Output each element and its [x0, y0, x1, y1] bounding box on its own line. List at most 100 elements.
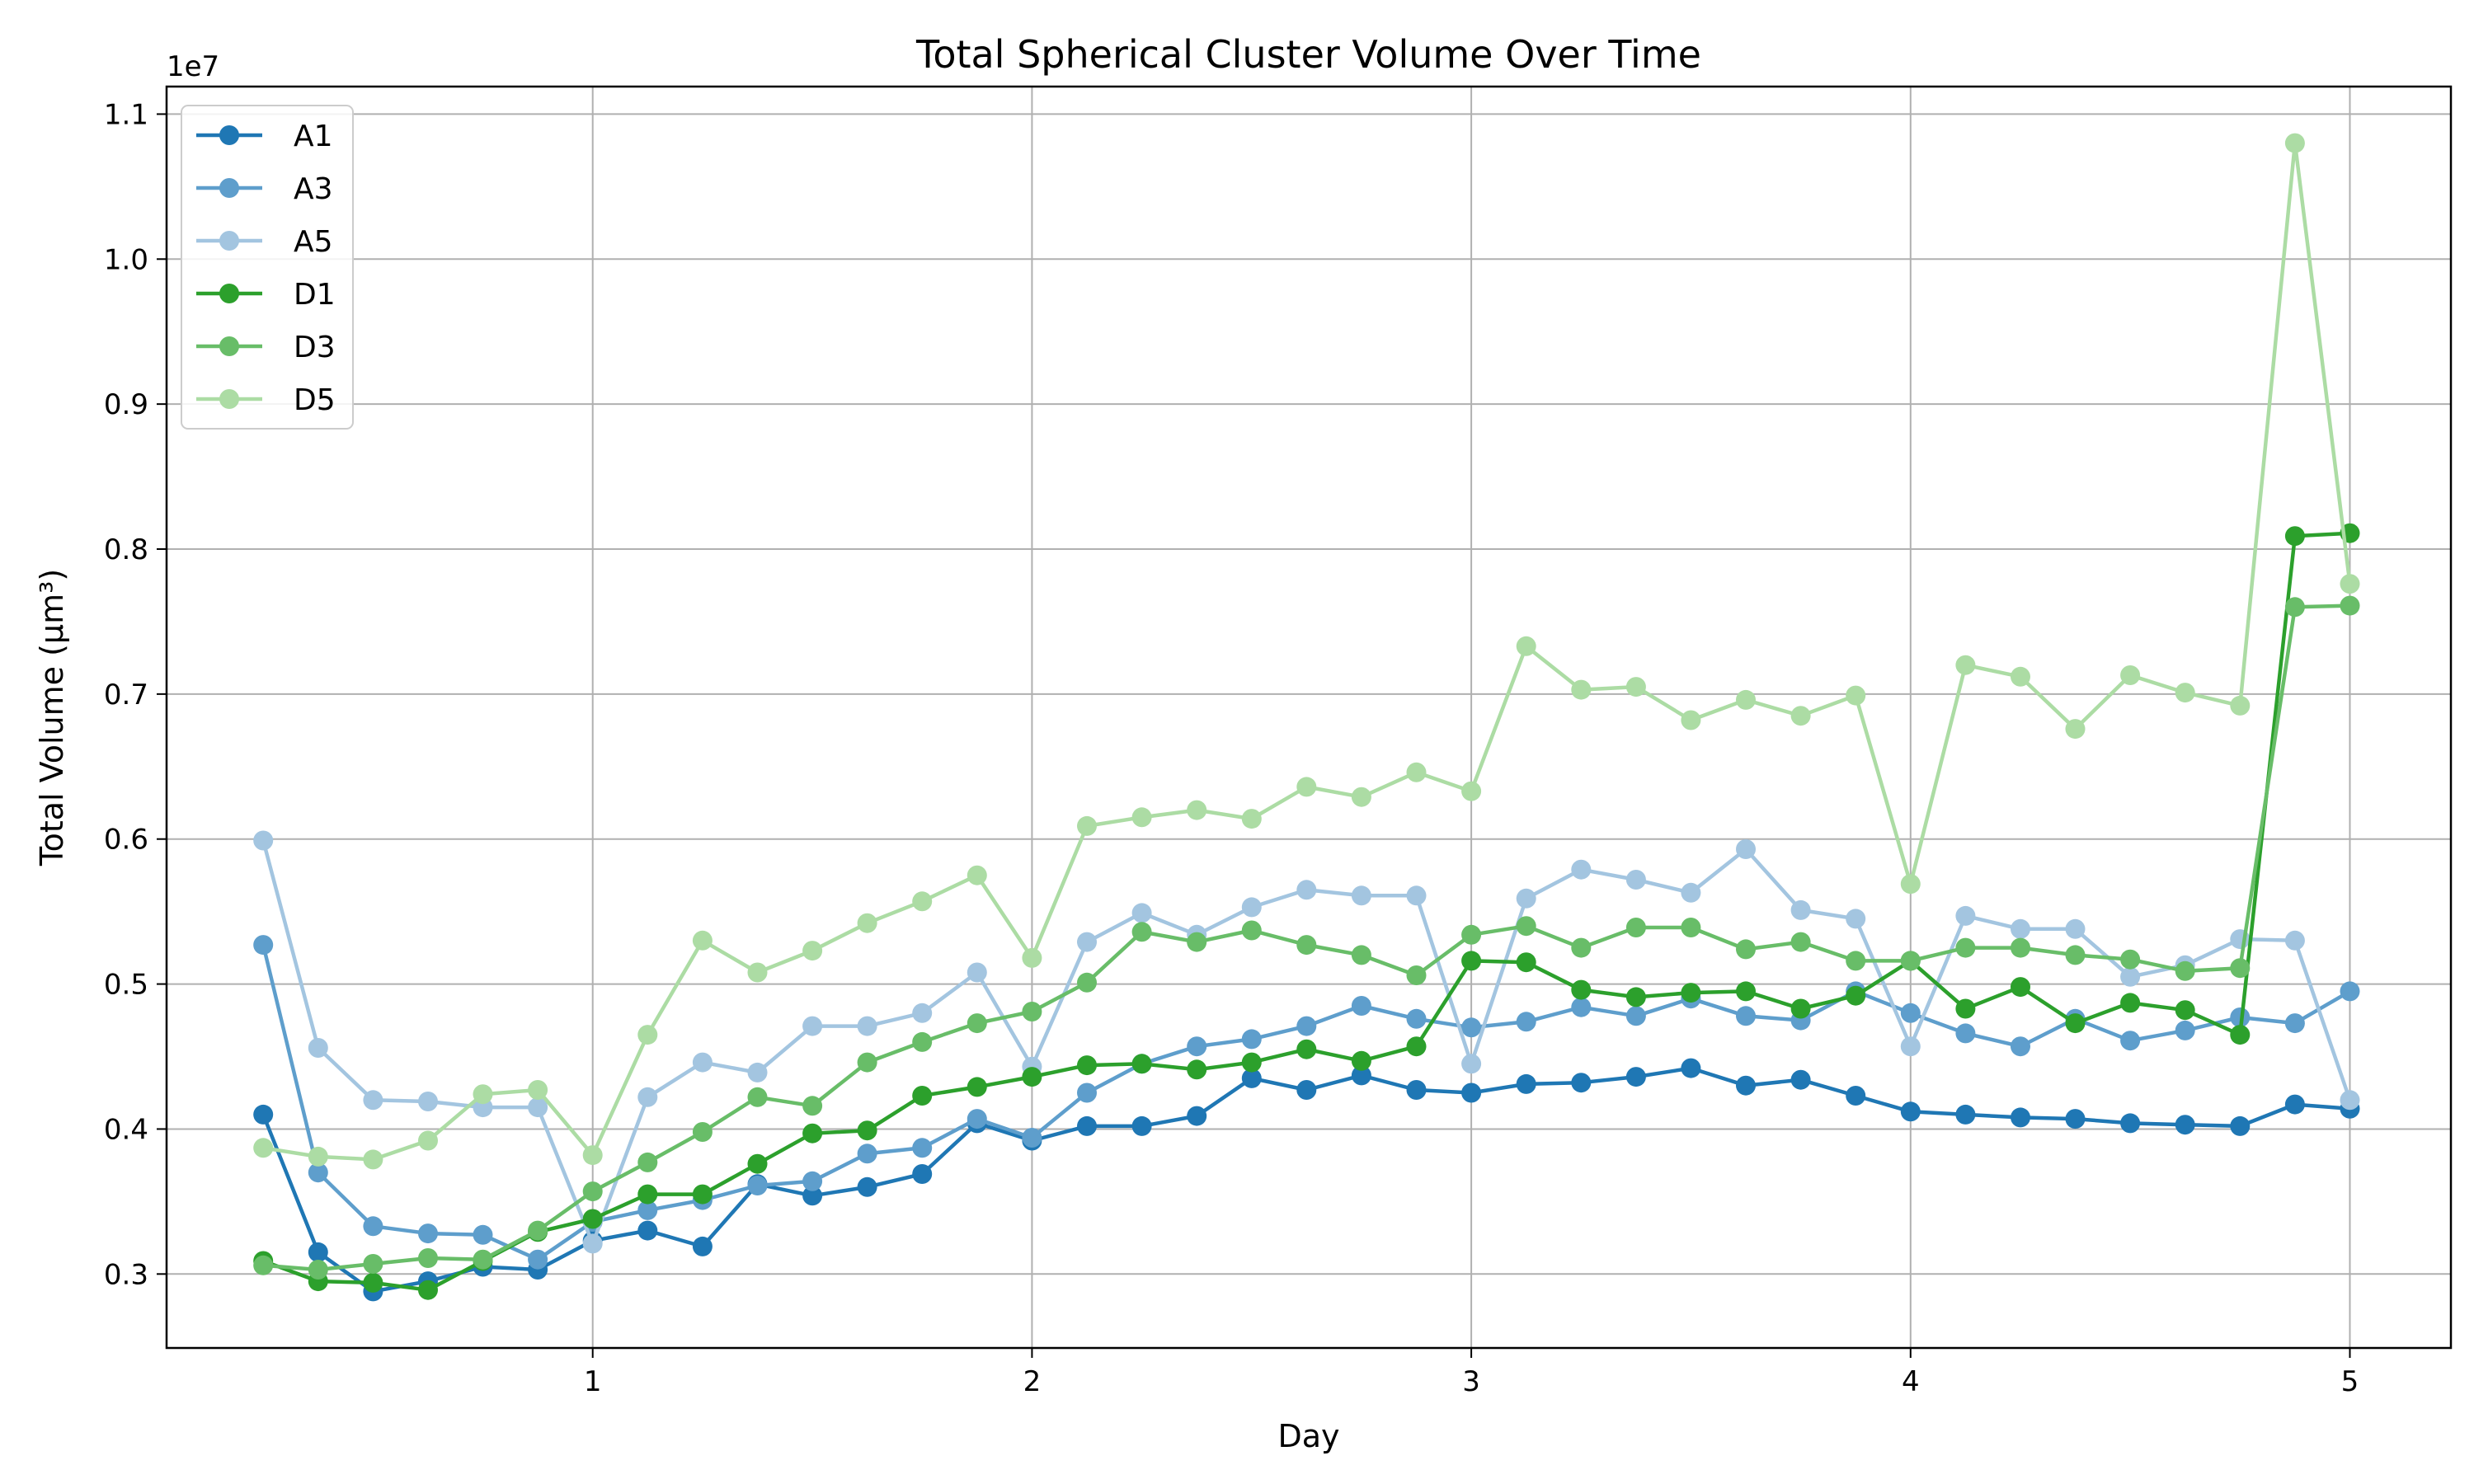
data-point	[1296, 880, 1317, 900]
data-point	[308, 1162, 328, 1183]
grid	[167, 87, 2451, 1348]
y-tick-label: 0.9	[104, 388, 148, 421]
data-point	[1516, 952, 1536, 973]
data-point	[1241, 1029, 1262, 1050]
data-point	[1681, 882, 1701, 903]
data-point	[802, 1096, 823, 1116]
data-point	[1131, 903, 1152, 923]
legend-label: D3	[294, 331, 336, 364]
data-point	[1296, 1039, 1317, 1059]
data-point	[1187, 1036, 1207, 1057]
legend-label: D5	[294, 383, 336, 417]
data-point	[1790, 899, 1811, 920]
data-point	[308, 1038, 328, 1058]
data-point	[1406, 762, 1427, 782]
data-point	[1736, 939, 1756, 960]
data-point	[2011, 666, 2030, 687]
data-point	[1846, 1086, 1866, 1106]
data-point	[2175, 960, 2195, 981]
data-point	[802, 1123, 823, 1144]
data-point	[1351, 996, 1371, 1016]
data-point	[582, 1145, 603, 1166]
data-point	[1077, 932, 1097, 952]
data-point	[912, 1031, 933, 1052]
data-point	[418, 1248, 438, 1268]
data-point	[253, 830, 274, 851]
y-axis-offset-label: 1e7	[167, 50, 219, 83]
data-point	[418, 1092, 438, 1111]
data-point	[1625, 918, 1646, 937]
data-point	[2340, 1090, 2360, 1111]
legend-marker	[219, 284, 239, 303]
data-point	[967, 962, 987, 983]
data-point	[2120, 949, 2141, 970]
data-point	[2065, 1013, 2086, 1034]
data-point	[747, 1087, 768, 1107]
x-axis-label: Day	[1277, 1418, 1339, 1454]
data-point	[1461, 951, 1482, 971]
data-point	[2230, 1115, 2251, 1136]
legend-item: D1	[196, 278, 336, 312]
data-point	[1406, 1080, 1427, 1100]
y-tick-label: 0.4	[104, 1113, 148, 1146]
data-point	[1131, 1054, 1152, 1074]
legend-label: D1	[294, 278, 336, 312]
data-point	[2230, 695, 2251, 716]
data-point	[857, 1052, 877, 1073]
data-point	[1681, 1058, 1701, 1078]
data-point	[1900, 951, 1921, 971]
data-point	[253, 935, 274, 956]
chart-title: Total Spherical Cluster Volume Over Time	[915, 32, 1701, 77]
data-point	[2340, 981, 2360, 1002]
data-point	[1461, 1054, 1482, 1074]
plot-frame	[165, 85, 2453, 1350]
data-point	[1131, 1115, 1152, 1136]
data-point	[473, 1224, 493, 1245]
data-point	[1571, 937, 1592, 958]
data-point	[1571, 979, 1592, 1000]
data-point	[1900, 874, 1921, 895]
data-point	[2120, 1113, 2141, 1134]
data-point	[2011, 937, 2030, 958]
data-point	[1681, 710, 1701, 730]
data-point	[1846, 909, 1866, 929]
data-point	[418, 1130, 438, 1151]
data-point	[857, 1016, 877, 1036]
data-point	[1022, 1128, 1042, 1148]
series-A3	[253, 935, 2360, 1270]
data-point	[1077, 1082, 1097, 1103]
data-point	[473, 1249, 493, 1270]
data-point	[1571, 859, 1592, 880]
data-point	[1571, 997, 1592, 1017]
legend: A1 A3 A5 D1 D3 D5	[181, 105, 354, 430]
data-point	[692, 930, 713, 951]
data-point	[912, 1164, 933, 1184]
data-point	[253, 1255, 274, 1275]
data-point	[2175, 1000, 2195, 1021]
data-point	[802, 1016, 823, 1036]
data-point	[1296, 777, 1317, 797]
data-point	[1516, 1012, 1536, 1032]
data-point	[363, 1254, 383, 1274]
data-point	[418, 1223, 438, 1244]
data-point	[967, 1109, 987, 1129]
data-point	[1077, 815, 1097, 836]
data-point	[637, 1220, 658, 1241]
legend-marker	[219, 389, 239, 409]
legend-label: A5	[294, 225, 333, 259]
data-point	[1241, 809, 1262, 829]
data-point	[2120, 665, 2141, 685]
data-point	[253, 1104, 274, 1125]
y-tick-label: 0.5	[104, 969, 148, 1002]
data-point	[1516, 636, 1536, 656]
data-point	[802, 941, 823, 961]
data-point	[2284, 526, 2305, 547]
data-point	[967, 865, 987, 885]
data-point	[1955, 1023, 1976, 1044]
data-point	[637, 1184, 658, 1205]
data-point	[1736, 1075, 1756, 1096]
data-point	[308, 1242, 328, 1262]
data-point	[2175, 1115, 2195, 1135]
data-point	[1461, 1082, 1482, 1103]
legend-label: A3	[294, 172, 333, 206]
